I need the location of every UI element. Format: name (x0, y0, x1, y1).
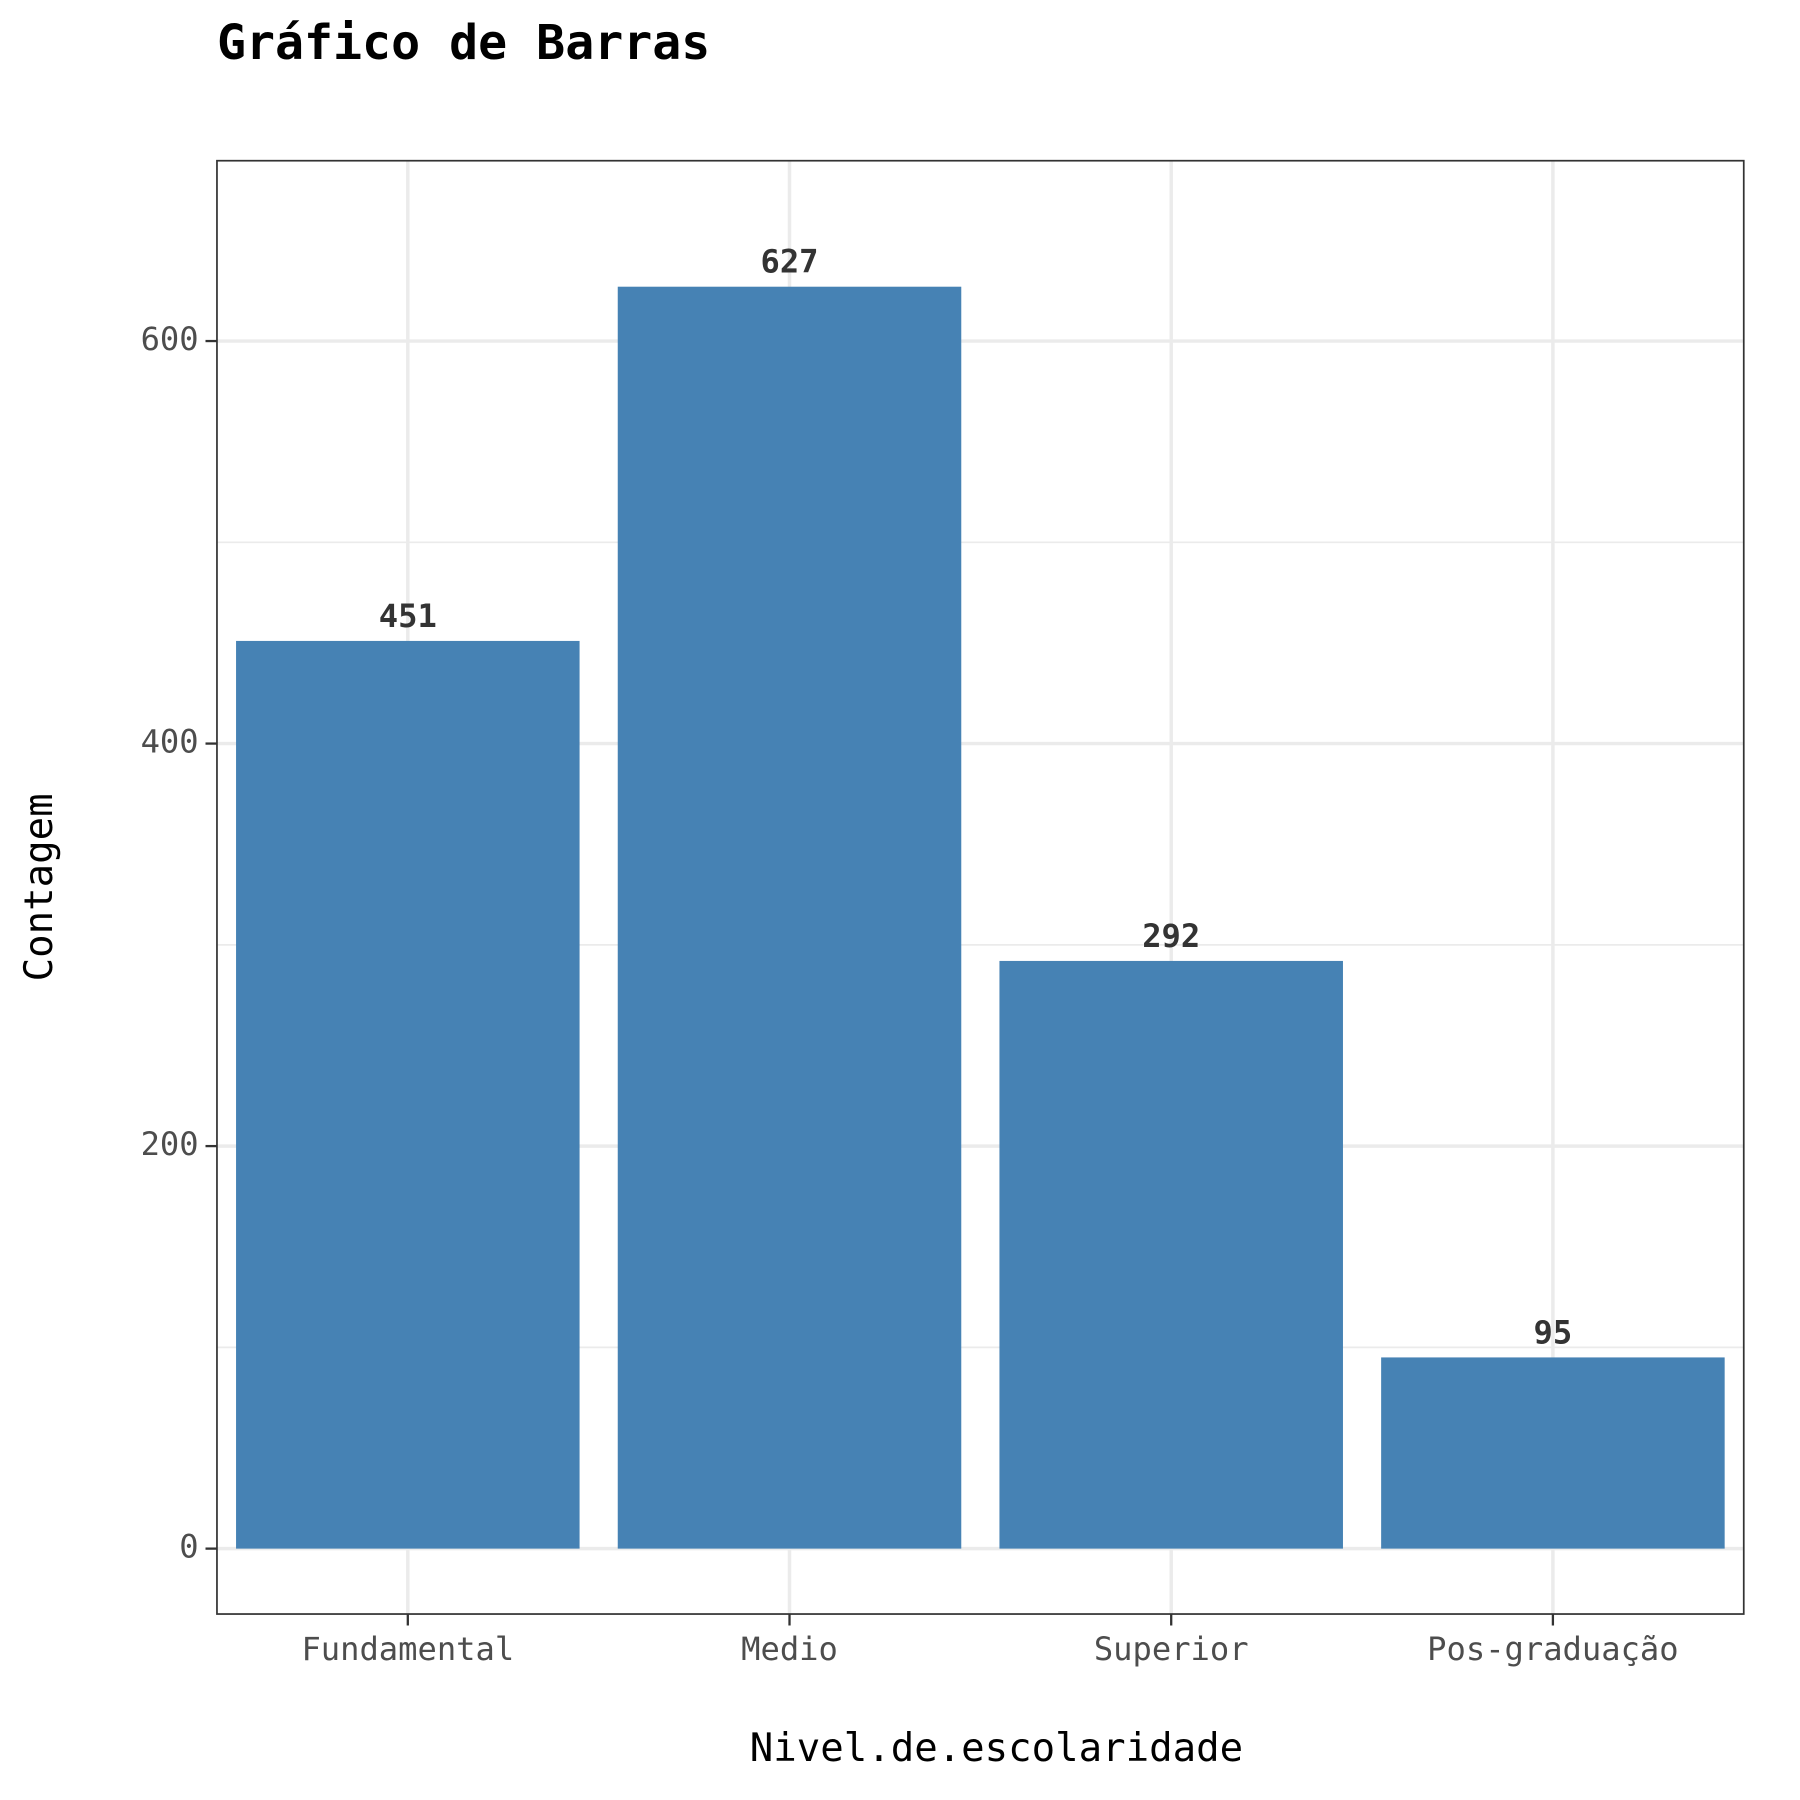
value-label: 627 (760, 243, 818, 281)
y-tick-label: 0 (179, 1528, 198, 1566)
x-tick-label: Medio (741, 1630, 838, 1668)
value-label: 292 (1142, 917, 1200, 955)
y-tick-label: 200 (141, 1125, 199, 1163)
x-tick-label: Fundamental (301, 1630, 514, 1668)
y-tick-label: 600 (141, 320, 199, 358)
bar (236, 640, 580, 1549)
value-label: 95 (1534, 1313, 1573, 1351)
y-tick-label: 400 (141, 723, 199, 761)
x-tick-label: Pos-graduação (1427, 1630, 1678, 1668)
y-axis-title: Contagem (17, 793, 62, 981)
chart-title: Gráfico de Barras (217, 15, 710, 71)
bar (999, 960, 1343, 1549)
bar (617, 286, 962, 1549)
panel-border (216, 159, 1745, 1615)
x-tick-label: Superior (1094, 1630, 1249, 1668)
bar (1381, 1357, 1725, 1549)
value-label: 451 (379, 597, 437, 635)
x-axis-title: Nivel.de.escolaridade (750, 1726, 1243, 1771)
